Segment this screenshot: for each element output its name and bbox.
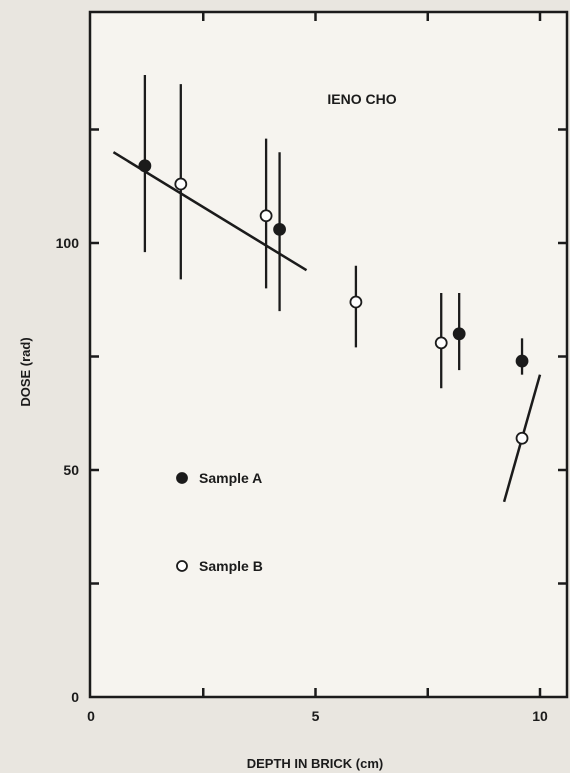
y-tick-label: 0 <box>71 689 79 705</box>
sample-a-point <box>515 354 529 368</box>
sample-b-point <box>434 336 448 350</box>
x-tick-label: 5 <box>312 708 320 724</box>
sample-b-point <box>259 209 273 223</box>
x-axis-label: DEPTH IN BRICK (cm) <box>247 756 384 771</box>
axes <box>88 10 569 699</box>
chart-annotation: IENO CHO <box>327 91 396 107</box>
y-tick-label: 100 <box>56 235 80 251</box>
sample-a-point <box>138 159 152 173</box>
legend-label-sample-a: Sample A <box>199 470 262 486</box>
plot-frame <box>88 10 569 699</box>
x-tick-label: 0 <box>87 708 95 724</box>
sample-b-point <box>515 431 529 445</box>
x-tick-label: 10 <box>532 708 548 724</box>
sample-b-point <box>174 177 188 191</box>
labels: IENO CHO DEPTH IN BRICK (cm) DOSE (rad) <box>18 91 397 771</box>
legend-marker-sample-b <box>176 560 188 572</box>
y-tick-label: 50 <box>63 462 79 478</box>
sample-a-point <box>452 327 466 341</box>
sample-a-point <box>273 222 286 236</box>
legend: Sample A Sample B <box>176 470 263 574</box>
legend-marker-sample-a <box>176 472 188 484</box>
legend-label-sample-b: Sample B <box>199 558 263 574</box>
y-axis-label: DOSE (rad) <box>18 337 33 406</box>
sample-b-point <box>349 295 363 309</box>
data-points <box>138 159 529 445</box>
